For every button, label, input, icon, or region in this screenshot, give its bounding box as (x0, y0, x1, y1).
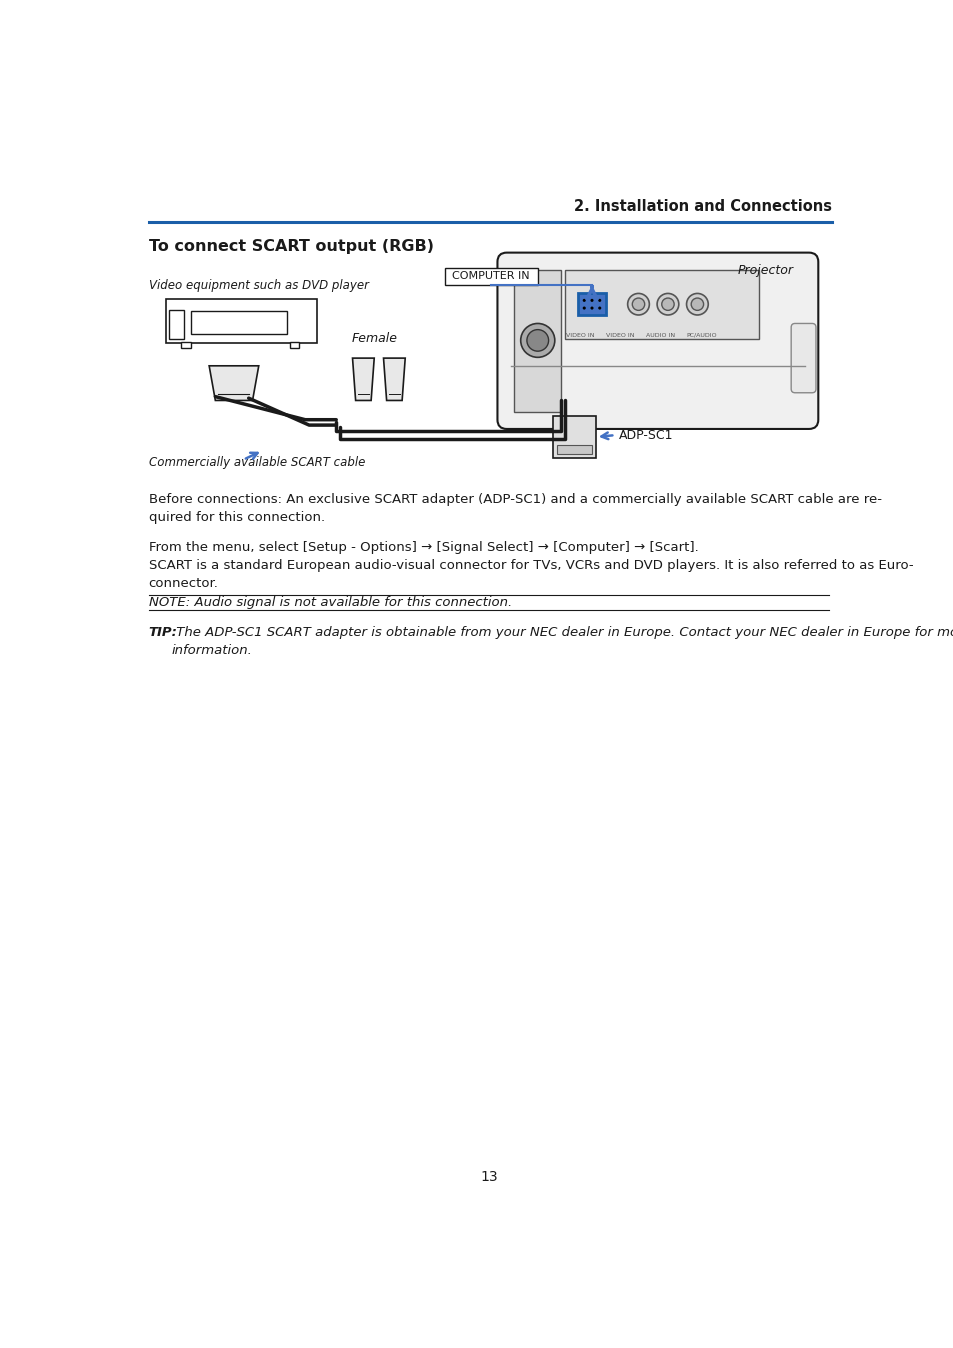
Text: AUDIO IN: AUDIO IN (646, 333, 675, 338)
Text: Commercially available SCART cable: Commercially available SCART cable (149, 456, 365, 469)
FancyBboxPatch shape (497, 252, 818, 429)
Circle shape (691, 298, 703, 310)
Bar (553, 417, 596, 458)
Text: 2. Installation and Connections: 2. Installation and Connections (574, 200, 831, 214)
Text: Female: Female (352, 332, 397, 345)
Polygon shape (209, 365, 258, 400)
Polygon shape (383, 359, 405, 400)
Circle shape (661, 298, 674, 310)
Text: Before connections: An exclusive SCART adapter (ADP-SC1) and a commercially avai: Before connections: An exclusive SCART a… (149, 493, 881, 524)
Bar (191, 311, 287, 334)
Text: COMPUTER IN: COMPUTER IN (452, 271, 530, 282)
Text: To connect SCART output (RGB): To connect SCART output (RGB) (149, 239, 434, 253)
Bar (166, 299, 316, 344)
Circle shape (582, 299, 585, 302)
Circle shape (686, 294, 707, 315)
Circle shape (598, 299, 600, 302)
Bar (290, 342, 298, 348)
Circle shape (590, 306, 593, 310)
Polygon shape (353, 359, 374, 400)
Text: The ADP-SC1 SCART adapter is obtainable from your NEC dealer in Europe. Contact : The ADP-SC1 SCART adapter is obtainable … (172, 625, 953, 656)
Circle shape (526, 330, 548, 352)
Circle shape (632, 298, 644, 310)
Text: TIP:: TIP: (149, 625, 177, 639)
Text: NOTE: Audio signal is not available for this connection.: NOTE: Audio signal is not available for … (149, 596, 512, 609)
Bar (181, 342, 191, 348)
Bar (564, 270, 758, 338)
Circle shape (520, 324, 555, 357)
Bar (444, 268, 537, 284)
Circle shape (627, 294, 649, 315)
Bar (557, 445, 592, 454)
Text: VIDEO IN: VIDEO IN (606, 333, 635, 338)
Circle shape (657, 294, 679, 315)
Text: 13: 13 (479, 1170, 497, 1184)
Bar (169, 310, 184, 338)
Text: PC/AUDIO: PC/AUDIO (685, 333, 716, 338)
Circle shape (590, 299, 593, 302)
Text: Video equipment such as DVD player: Video equipment such as DVD player (149, 279, 368, 291)
Text: From the menu, select [Setup - Options] → [Signal Select] → [Computer] → [Scart]: From the menu, select [Setup - Options] … (149, 542, 912, 590)
Text: ADP-SC1: ADP-SC1 (618, 429, 673, 442)
FancyBboxPatch shape (790, 324, 815, 392)
Circle shape (582, 306, 585, 310)
Text: Projector: Projector (737, 264, 793, 278)
Bar (578, 294, 605, 315)
Circle shape (598, 306, 600, 310)
Bar (514, 270, 560, 412)
Text: VIDEO IN: VIDEO IN (565, 333, 594, 338)
